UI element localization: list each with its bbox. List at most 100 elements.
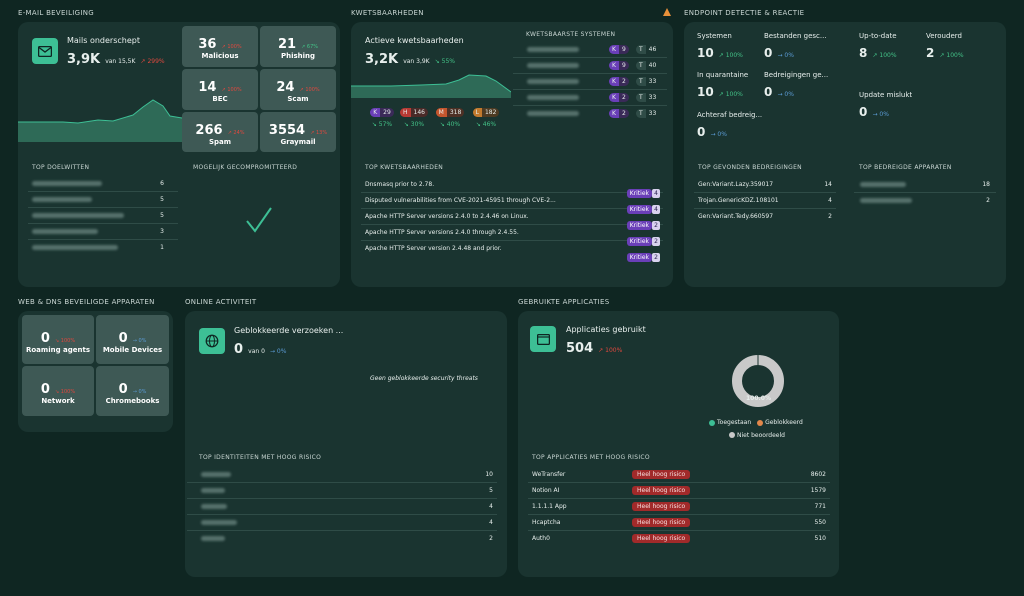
stat-files-scanned-change: → 0% <box>777 52 794 59</box>
list-item[interactable]: Auth0 Heel hoog risico 510 <box>528 531 830 547</box>
stat-retro-threats-change: → 0% <box>710 131 727 138</box>
threat-name: Gen:Variant.Lazy.359017 <box>698 181 774 188</box>
app-count: 510 <box>814 535 826 542</box>
tile-phishing[interactable]: 21 ↗ 67% Phishing <box>260 26 336 67</box>
list-item[interactable]: Dnsmasq prior to 2.78. Kritiek 4 <box>361 177 663 198</box>
list-item[interactable]: 4 <box>187 499 497 515</box>
redacted-email <box>32 213 124 218</box>
list-item[interactable]: 2 <box>187 531 497 547</box>
list-item[interactable]: Gen:Variant.Lazy.359017 14 <box>694 177 836 193</box>
list-item[interactable]: Trojan.GenericKDZ.108101 4 <box>694 193 836 209</box>
critical-letter: K <box>609 61 619 70</box>
tile-scam-label: Scam <box>287 95 309 103</box>
tile-roaming-agents-change: ↘ 100% <box>55 338 76 344</box>
severity-high-pill: H 146 <box>400 108 428 117</box>
stat-systems-value: 10 <box>697 46 714 60</box>
list-item[interactable]: 18 <box>854 177 996 193</box>
stat-update-failed-change: → 0% <box>872 111 889 118</box>
vuln-count: 2 <box>652 253 660 262</box>
list-item[interactable]: K 9 T 40 <box>513 58 667 74</box>
list-item[interactable]: 5 <box>28 208 178 224</box>
tile-scam[interactable]: 24 ↗ 100% Scam <box>260 69 336 110</box>
severity-critical[interactable]: K 29 ↘ 57% <box>365 99 399 128</box>
list-item[interactable]: Apache HTTP Server version 2.4.48 and pr… <box>361 241 663 262</box>
stat-systems-label: Systemen <box>697 32 732 40</box>
severity-high[interactable]: H 146 ↘ 30% <box>397 99 431 128</box>
list-item[interactable]: K 2 T 33 <box>513 74 667 90</box>
active-vulns-change: ↘ 55% <box>434 58 455 65</box>
mails-intercepted-label: Mails onderschept <box>67 36 140 45</box>
stat-up-to-date[interactable]: Up-to-date 8 ↗ 100% <box>859 32 897 61</box>
tile-malicious[interactable]: 36 ↗ 100% Malicious <box>182 26 258 67</box>
severity-critical-pill: K 29 <box>370 108 394 117</box>
tile-network[interactable]: 0 ↘ 100% Network <box>22 366 94 416</box>
tile-roaming-agents[interactable]: 0 ↘ 100% Roaming agents <box>22 315 94 364</box>
list-item[interactable]: 4 <box>187 515 497 531</box>
list-item[interactable]: 6 <box>28 176 178 192</box>
blocked-requests-label: Geblokkeerde verzoeken ... <box>234 326 344 335</box>
list-item[interactable]: Hcaptcha Heel hoog risico 550 <box>528 515 830 531</box>
list-item[interactable]: K 9 T 46 <box>513 42 667 58</box>
warning-icon[interactable] <box>663 8 671 16</box>
stat-quarantine[interactable]: In quarantaine 10 ↗ 100% <box>697 71 748 100</box>
severity-high-count: 146 <box>413 109 425 116</box>
list-item[interactable]: 1 <box>28 240 178 256</box>
list-item[interactable]: Gen:Variant.Tedy.660597 2 <box>694 209 836 225</box>
tile-network-label: Network <box>41 397 75 405</box>
total-letter: T <box>636 61 646 70</box>
legend-blocked[interactable]: Geblokkeerd <box>757 419 803 426</box>
legend-blocked-label: Geblokkeerd <box>765 419 803 426</box>
system-total-pill: T 46 <box>636 45 659 54</box>
top-targets-list: 6 5 5 3 1 <box>28 176 178 256</box>
tile-graymail[interactable]: 3554 ↗ 13% Graymail <box>260 112 336 152</box>
severity-low-pill: L 182 <box>472 108 500 117</box>
tile-roaming-agents-value: 0 <box>40 331 50 346</box>
tile-chromebooks[interactable]: 0 → 0% Chromebooks <box>96 366 169 416</box>
severity-low[interactable]: L 182 ↘ 46% <box>469 99 503 128</box>
window-icon <box>530 326 556 352</box>
stat-retro-threats[interactable]: Achteraf bedreig... 0 → 0% <box>697 111 762 140</box>
list-item[interactable]: 1.1.1.1 App Heel hoog risico 771 <box>528 499 830 515</box>
legend-allowed[interactable]: Toegestaan <box>709 419 751 426</box>
legend-not-assessed[interactable]: Niet beoordeeld <box>729 432 819 439</box>
list-item[interactable]: Apache HTTP Server versions 2.4.0 to 2.4… <box>361 209 663 230</box>
list-item[interactable]: 3 <box>28 224 178 240</box>
tile-phishing-value: 21 <box>277 37 297 52</box>
tile-spam[interactable]: 266 ↗ 24% Spam <box>182 112 258 152</box>
list-item[interactable]: WeTransfer Heel hoog risico 8602 <box>528 467 830 483</box>
vuln-name: Dnsmasq prior to 2.78. <box>365 181 435 188</box>
severity-medium[interactable]: M 318 ↘ 40% <box>433 99 467 128</box>
stat-threats[interactable]: Bedreigingen ge... 0 → 0% <box>764 71 828 100</box>
list-item[interactable]: 5 <box>28 192 178 208</box>
tile-mobile-devices[interactable]: 0 → 0% Mobile Devices <box>96 315 169 364</box>
tile-chromebooks-label: Chromebooks <box>105 397 160 405</box>
tile-scam-change: ↗ 100% <box>299 87 320 93</box>
list-item[interactable]: Disputed vulnerabilities from CVE-2021-4… <box>361 193 663 214</box>
target-count: 6 <box>160 180 164 187</box>
threat-count: 4 <box>828 197 832 204</box>
list-item[interactable]: 2 <box>854 193 996 209</box>
stat-outdated[interactable]: Verouderd 2 ↗ 100% <box>926 32 964 61</box>
total-letter: T <box>636 77 646 86</box>
compromised-title: MOGELIJK GECOMPROMITTEERD <box>193 164 298 171</box>
list-item[interactable]: K 2 T 33 <box>513 90 667 106</box>
top-vulns-title: TOP KWETSBAARHEDEN <box>365 164 444 171</box>
severity-badge: Kritiek <box>626 253 652 262</box>
email-category-grid: 36 ↗ 100% Malicious 21 ↗ 67% Phishing 14… <box>182 26 336 152</box>
total-count: 40 <box>648 62 657 69</box>
tile-graymail-value: 3554 <box>268 123 306 138</box>
stat-files-scanned[interactable]: Bestanden gesc... 0 → 0% <box>764 32 827 61</box>
tile-malicious-value: 36 <box>198 37 217 52</box>
top-identities-list: 10 5 4 4 2 <box>187 467 497 547</box>
list-item[interactable]: K 2 T 33 <box>513 106 667 122</box>
list-item[interactable]: Notion AI Heel hoog risico 1579 <box>528 483 830 499</box>
tile-bec[interactable]: 14 ↗ 100% BEC <box>182 69 258 110</box>
list-item[interactable]: Apache HTTP Server versions 2.4.0 throug… <box>361 225 663 246</box>
stat-update-failed[interactable]: Update mislukt 0 → 0% <box>859 91 912 120</box>
apps-donut-chart[interactable] <box>730 353 786 409</box>
stat-systems[interactable]: Systemen 10 ↗ 100% <box>697 32 743 61</box>
severity-breakdown: K 29 ↘ 57% H 146 ↘ 30% M 318 ↘ 40% L 182 ↘ 4… <box>365 99 515 128</box>
redacted-identity <box>201 488 225 493</box>
list-item[interactable]: 5 <box>187 483 497 499</box>
list-item[interactable]: 10 <box>187 467 497 483</box>
